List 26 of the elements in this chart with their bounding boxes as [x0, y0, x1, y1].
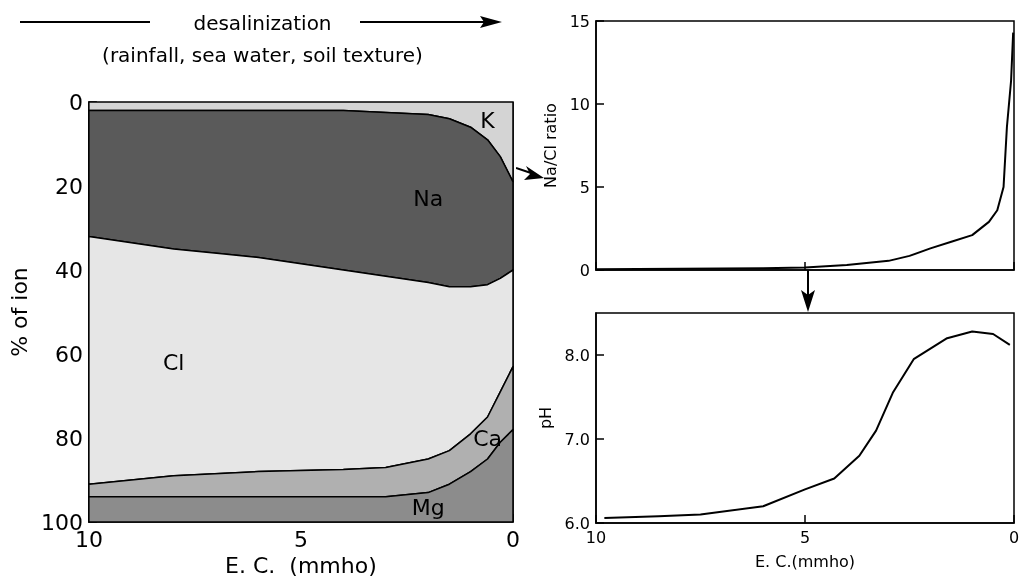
y-tick-label: 80: [54, 425, 83, 451]
y-axis-title: pH: [536, 406, 556, 430]
y-tick-label: 60: [54, 341, 83, 367]
y-tick-label: 0: [579, 260, 590, 280]
series-label: Ca: [473, 425, 502, 451]
y-tick-label: 8.0: [564, 345, 590, 365]
y-axis-title: % of ion: [6, 267, 32, 357]
chart-subtitle: (rainfall, sea water, soil texture): [102, 43, 423, 67]
x-tick-label: 5: [293, 526, 308, 552]
y-tick-label: 0: [68, 89, 83, 115]
y-tick-label: 5: [579, 177, 590, 197]
series-label: Cl: [162, 349, 185, 375]
y-tick-label: 10: [569, 94, 590, 114]
y-tick-label: 40: [54, 257, 83, 283]
y-tick-label: 7.0: [564, 429, 590, 449]
line-series: [603, 330, 1011, 519]
chart-title: desalinization: [193, 11, 332, 35]
series-label: Mg: [411, 494, 445, 520]
x-tick-label: 0: [1008, 527, 1020, 547]
x-axis-title: E. C.(mmho): [754, 551, 856, 571]
x-tick-label: 0: [506, 526, 520, 552]
x-axis-title: E. C. (mmho): [225, 553, 377, 579]
y-tick-label: 15: [569, 11, 590, 31]
x-tick-label: 5: [799, 527, 811, 547]
y-tick-label: 20: [54, 173, 83, 199]
y-axis-title: Na/Cl ratio: [541, 103, 561, 188]
